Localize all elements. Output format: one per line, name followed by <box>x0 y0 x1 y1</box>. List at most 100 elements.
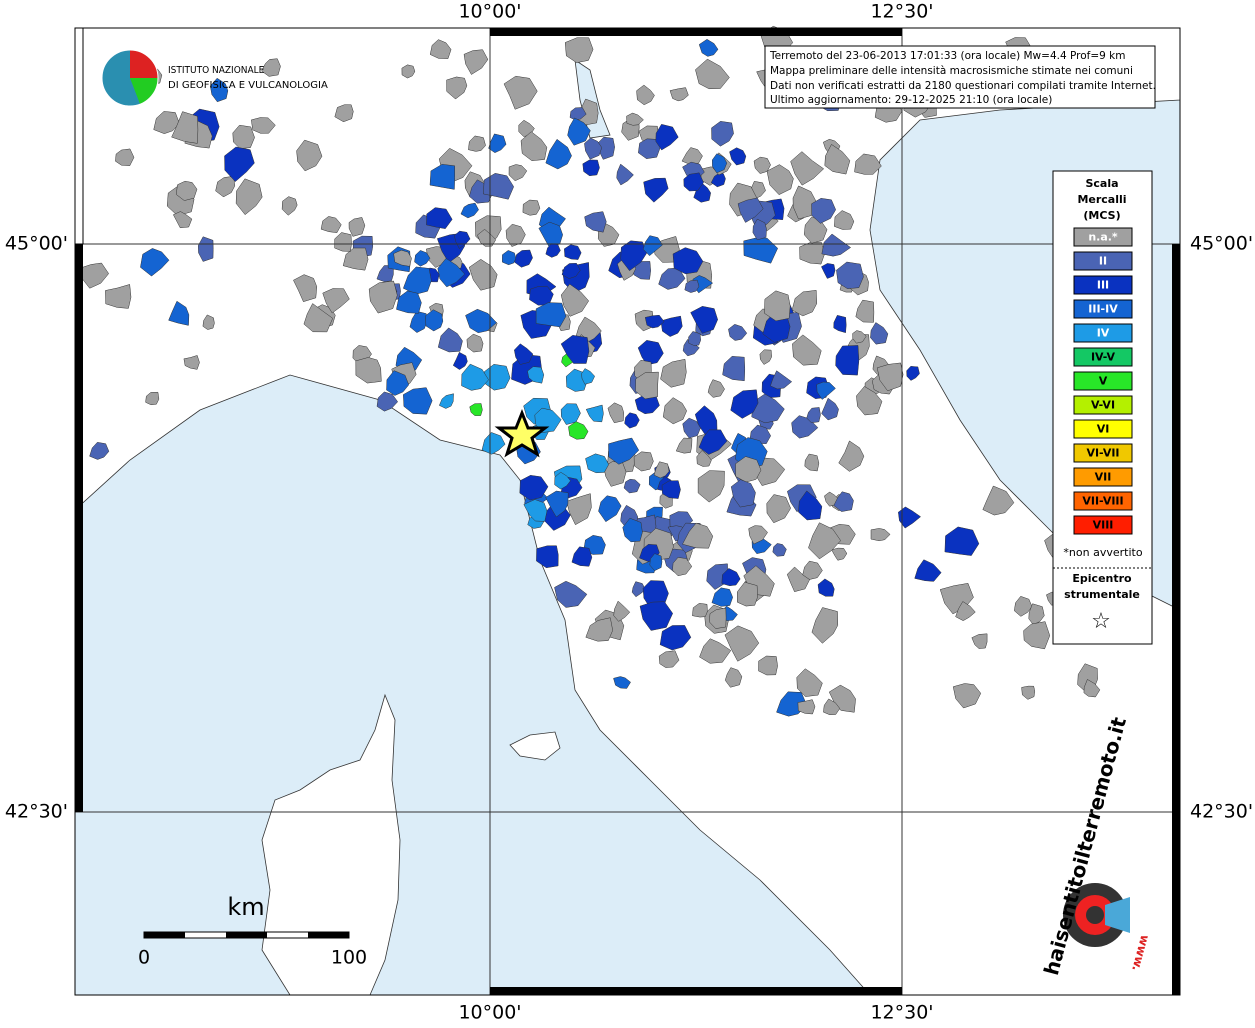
legend-epicentre: Epicentro <box>1072 572 1132 585</box>
municipality <box>396 290 422 314</box>
municipality <box>698 39 719 57</box>
municipality <box>564 244 582 260</box>
scale-unit: km <box>227 893 264 921</box>
municipality <box>653 461 670 479</box>
municipality <box>791 290 818 317</box>
municipality <box>171 111 199 144</box>
municipality <box>798 490 823 521</box>
legend: Scala Mercalli (MCS) *non avvertito Epic… <box>1052 170 1153 645</box>
municipality <box>560 335 590 364</box>
municipality <box>955 601 976 621</box>
municipality <box>622 517 643 543</box>
municipality <box>545 243 561 258</box>
municipality <box>560 403 581 425</box>
municipality <box>481 432 506 455</box>
ingv-logo: ISTITUTO NAZIONALE DI GEOFISICA E VULCAN… <box>101 49 328 107</box>
municipality <box>261 58 281 77</box>
municipality <box>914 559 942 582</box>
municipality <box>281 196 298 216</box>
municipality <box>821 233 852 257</box>
municipality <box>824 144 851 175</box>
municipality <box>534 407 562 433</box>
municipality <box>838 440 865 472</box>
legend-label: VIII <box>1093 519 1114 532</box>
municipality <box>675 437 693 454</box>
municipality <box>870 322 889 345</box>
epicentre-star <box>494 408 550 458</box>
municipality <box>566 493 592 526</box>
municipality <box>796 668 823 697</box>
municipality <box>642 235 663 257</box>
logo-text: ISTITUTO NAZIONALE <box>168 65 265 76</box>
municipality <box>737 197 764 223</box>
municipality <box>210 77 229 103</box>
municipality <box>1021 685 1036 700</box>
municipality <box>582 159 600 177</box>
municipality <box>368 280 398 314</box>
logo-text: DI GEOFISICA E VULCANOLOGIA <box>168 80 328 91</box>
municipality <box>639 601 673 631</box>
lat-label: 42°30' <box>5 801 68 823</box>
legend-label: IV <box>1097 327 1110 340</box>
municipality <box>585 404 604 423</box>
municipality <box>567 117 591 146</box>
municipality <box>153 111 180 134</box>
municipality <box>724 667 743 688</box>
municipality <box>520 131 548 161</box>
municipality <box>688 331 701 346</box>
lat-label: 45°00' <box>5 233 68 255</box>
municipality <box>624 412 640 429</box>
municipality <box>198 236 214 262</box>
municipality <box>806 407 821 424</box>
legend-note: *non avvertito <box>1063 546 1142 559</box>
municipality <box>898 506 922 529</box>
municipality <box>145 391 160 406</box>
municipality <box>571 546 593 567</box>
municipality <box>348 217 366 237</box>
municipality <box>854 153 882 175</box>
municipality <box>334 104 354 123</box>
municipality <box>906 366 920 381</box>
municipality <box>748 525 768 545</box>
municipality <box>320 216 342 233</box>
municipality <box>638 138 661 159</box>
municipality <box>662 397 687 425</box>
municipality <box>792 334 822 366</box>
municipality <box>633 451 654 472</box>
legend-label: V-VI <box>1091 399 1115 412</box>
municipality <box>502 250 517 266</box>
municipality <box>649 553 663 572</box>
municipality <box>424 309 444 332</box>
municipality <box>403 387 433 415</box>
info-line: Ultimo aggiornamento: 29-12-2025 21:10 (… <box>770 94 1052 106</box>
municipality <box>870 528 891 542</box>
municipality <box>635 371 659 400</box>
municipality <box>828 684 856 713</box>
legend-swatch <box>1073 395 1133 415</box>
municipality <box>322 288 350 314</box>
municipality <box>816 381 836 400</box>
municipality <box>804 453 820 472</box>
municipality <box>637 340 664 366</box>
legend-label: VI-VII <box>1086 447 1119 460</box>
municipality <box>522 199 541 216</box>
municipality <box>503 75 538 110</box>
municipality <box>386 370 410 396</box>
municipality <box>514 249 533 268</box>
municipality <box>735 456 762 483</box>
municipality <box>342 247 369 271</box>
municipality <box>729 147 747 166</box>
legend-epicentre: strumentale <box>1064 588 1140 601</box>
municipality <box>626 112 644 126</box>
municipality <box>536 545 559 569</box>
legend-swatch <box>1073 491 1133 511</box>
municipality <box>696 450 712 467</box>
municipality <box>296 139 323 172</box>
municipality <box>581 368 595 385</box>
municipality <box>631 581 646 598</box>
municipality <box>334 232 352 252</box>
municipality <box>376 391 399 412</box>
info-box: Terremoto del 23-06-2013 17:01:33 (ora l… <box>764 45 1156 109</box>
municipality <box>409 311 428 333</box>
